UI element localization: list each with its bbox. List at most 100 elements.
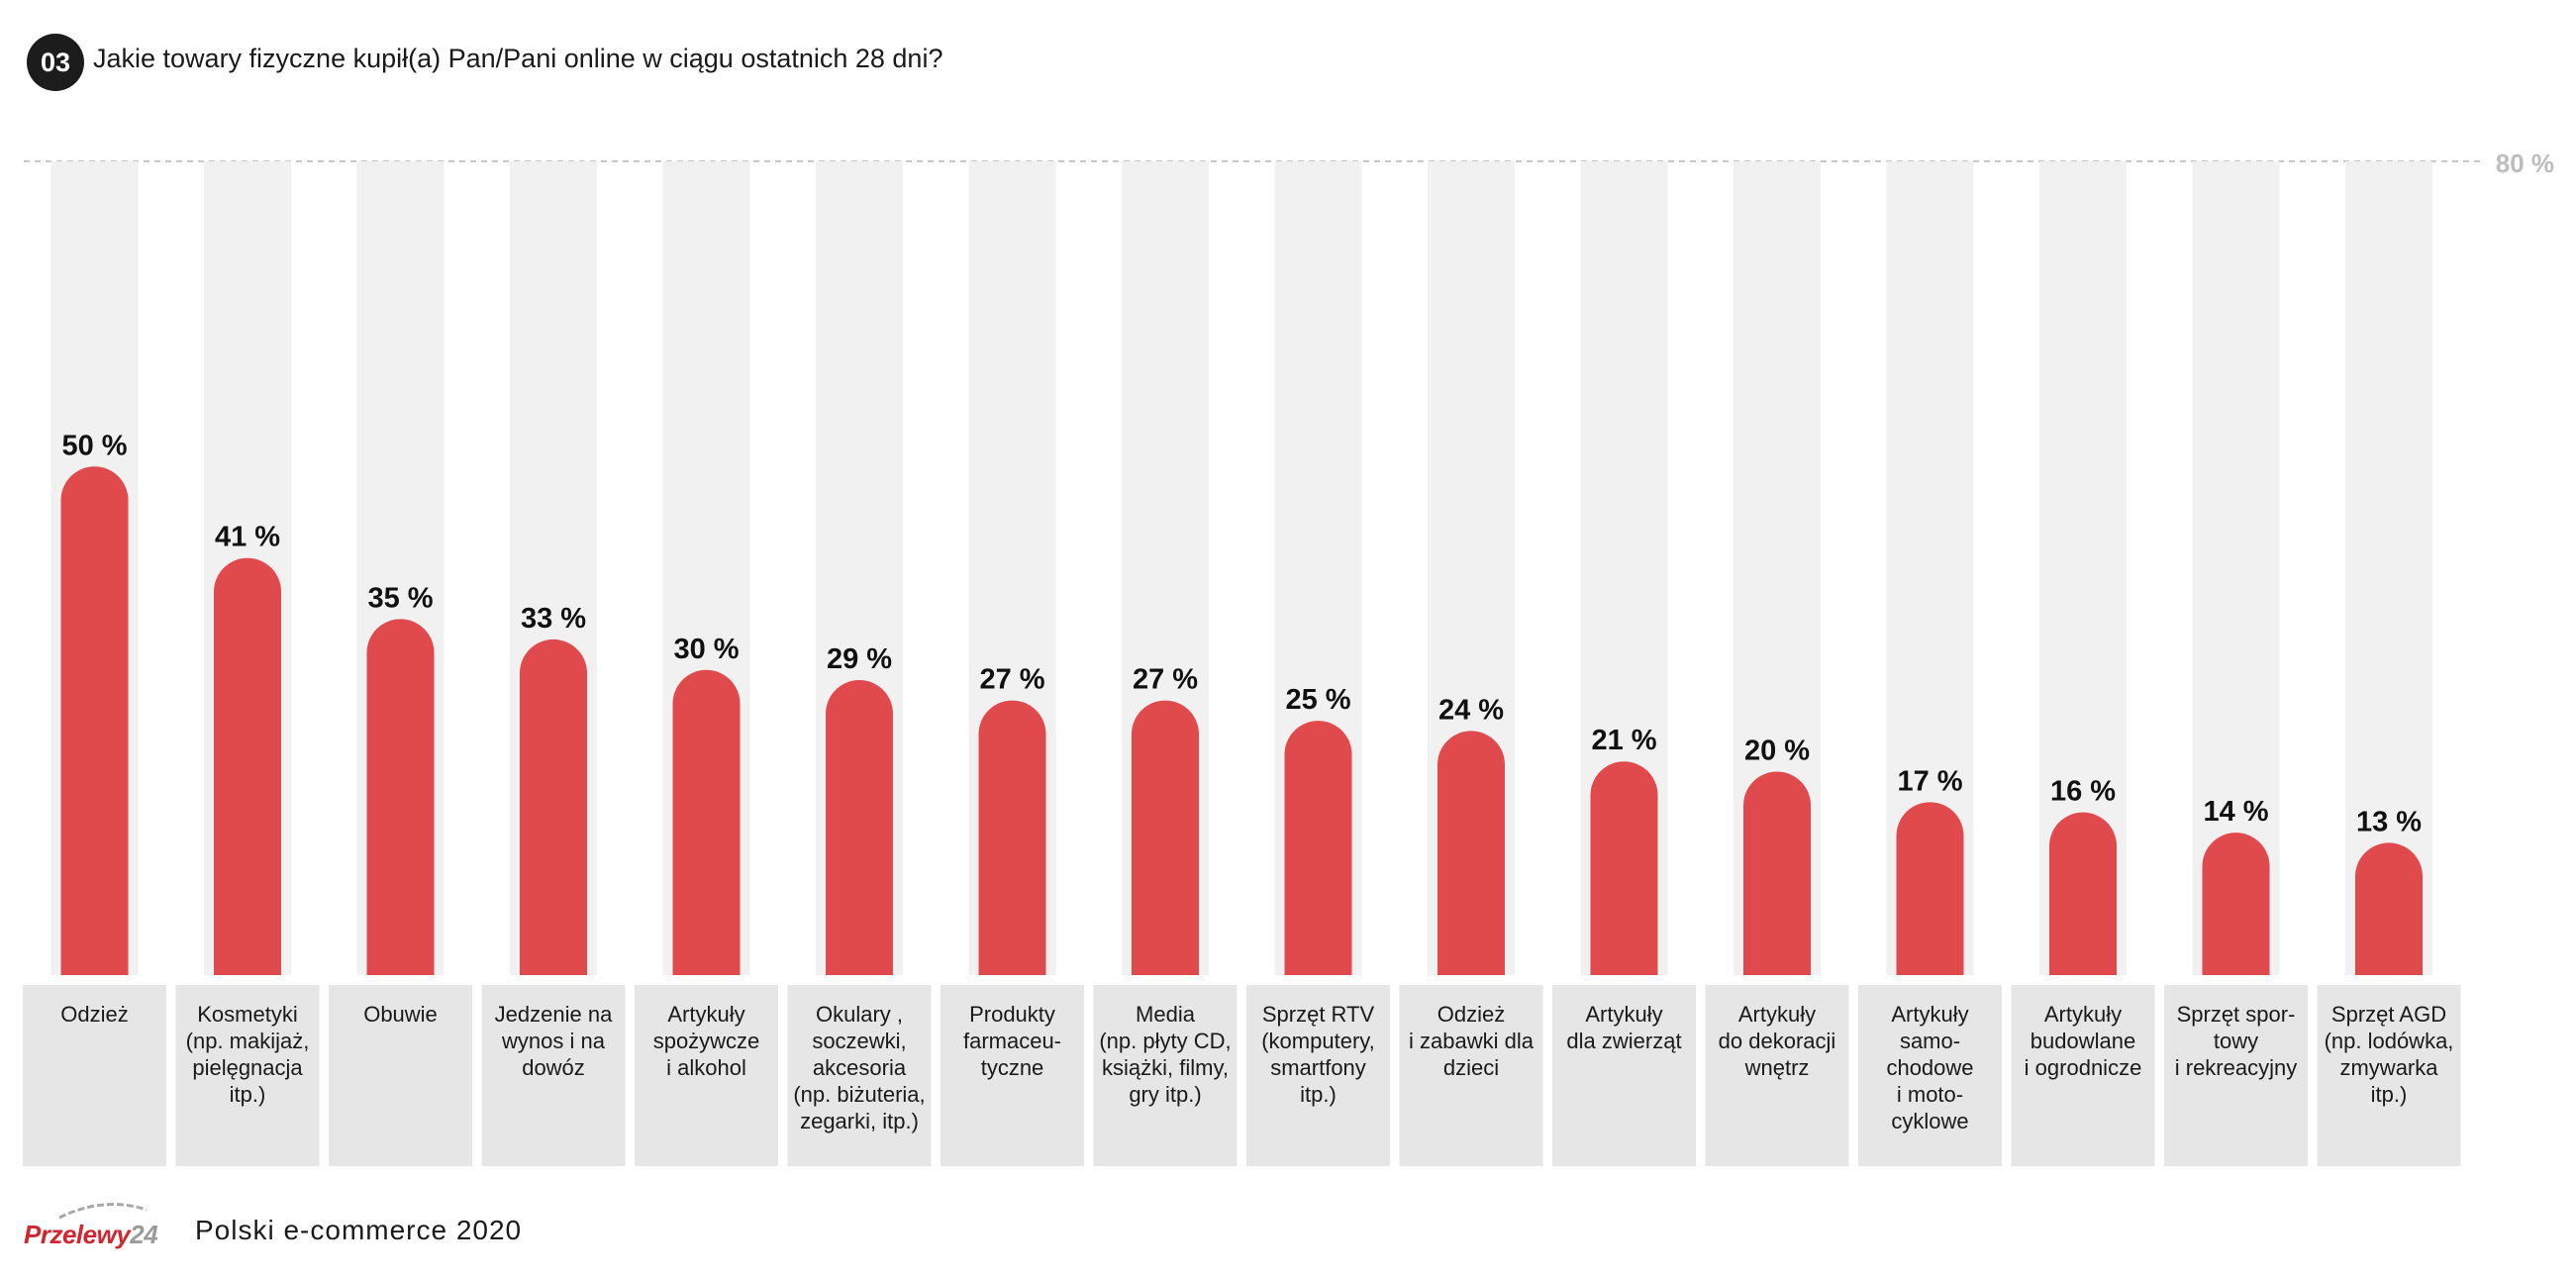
bar <box>60 466 129 975</box>
data-label: 14 % <box>2203 796 2268 828</box>
category-label: dzieci <box>1443 1055 1499 1080</box>
category-label: (np. lodówka, <box>2325 1029 2454 1053</box>
data-label: 33 % <box>521 603 586 635</box>
bar <box>826 680 893 975</box>
category-label-box <box>329 985 472 1166</box>
logo-arc-icon <box>58 1203 148 1220</box>
question-number-badge: 03 <box>27 34 84 91</box>
category-label: Kosmetyki <box>197 1002 297 1027</box>
bar <box>1437 731 1505 975</box>
bar <box>1743 771 1811 975</box>
category-label: Sprzęt RTV <box>1262 1002 1375 1027</box>
category-label: smartfony <box>1270 1055 1366 1080</box>
category-label: farmaceu- <box>963 1029 1061 1053</box>
category-label: spożywcze <box>653 1029 760 1053</box>
category-label: Artykuły <box>1738 1002 1816 1027</box>
category-label: Odzież <box>1437 1002 1505 1027</box>
category-label-box <box>175 985 320 1166</box>
category-label-box <box>1093 985 1238 1166</box>
category-label-box <box>1246 985 1390 1166</box>
data-label: 21 % <box>1591 725 1656 756</box>
category-label: pielęgnacja <box>192 1055 303 1080</box>
bar <box>1896 802 1964 975</box>
category-label: zmywarka <box>2339 1055 2438 1080</box>
category-label-box <box>2164 985 2308 1166</box>
bar <box>978 700 1046 975</box>
category-label-box <box>787 985 932 1166</box>
category-label-box <box>635 985 778 1166</box>
category-label-box <box>1552 985 1696 1166</box>
category-label: Obuwie <box>363 1002 438 1027</box>
category-label: (np. biżuteria, <box>793 1082 925 1107</box>
category-label: samo- <box>1900 1029 1960 1053</box>
category-label: wynos i na <box>501 1029 606 1053</box>
category-label: Artykuły <box>667 1002 744 1027</box>
max-value-label: 80 % <box>2496 148 2554 178</box>
bar <box>1284 721 1352 975</box>
category-label: towy <box>2214 1029 2258 1053</box>
data-label: 27 % <box>1133 664 1198 696</box>
category-label-box <box>481 985 626 1166</box>
data-label: 16 % <box>2050 776 2116 808</box>
page-title: Jakie towary fizyczne kupił(a) Pan/Pani … <box>93 44 943 73</box>
bar <box>2202 833 2270 975</box>
category-label: soczewki, <box>812 1029 906 1053</box>
category-label: (np. płyty CD, <box>1099 1029 1231 1053</box>
publication-title: Polski e-commerce 2020 <box>195 1215 523 1245</box>
category-label: Okulary , <box>816 1002 903 1027</box>
category-label: budowlane <box>2031 1029 2135 1053</box>
bar <box>2355 842 2423 975</box>
category-label-box <box>2317 985 2461 1166</box>
data-label: 13 % <box>2356 806 2422 837</box>
category-label-box <box>1705 985 1849 1166</box>
category-label: Jedzenie na <box>495 1002 613 1027</box>
category-label: itp.) <box>1300 1082 1337 1107</box>
bar <box>214 557 281 975</box>
logo-text-red: Przelewy <box>24 1220 131 1249</box>
category-label-box <box>1399 985 1543 1166</box>
category-label: wnętrz <box>1744 1055 1810 1080</box>
category-label: (komputery, <box>1261 1029 1375 1053</box>
category-label: Media <box>1136 1002 1196 1027</box>
category-label: dowóz <box>522 1055 585 1080</box>
category-label-box <box>2011 985 2155 1166</box>
bar <box>2049 812 2117 975</box>
data-label: 29 % <box>827 643 892 675</box>
category-label: itp.) <box>230 1082 266 1107</box>
category-label: zegarki, itp.) <box>800 1109 919 1133</box>
data-label: 24 % <box>1438 694 1504 726</box>
category-label: i zabawki dla <box>1409 1029 1535 1053</box>
category-label: i ogrodnicze <box>2025 1055 2142 1080</box>
data-label: 17 % <box>1897 765 1962 797</box>
data-label: 50 % <box>61 430 127 461</box>
bar <box>672 669 741 975</box>
przelewy24-logo: Przelewy24 <box>20 1196 158 1255</box>
category-label: Sprzęt spor- <box>2177 1002 2296 1027</box>
category-label: chodowe <box>1886 1055 1973 1080</box>
category-label-box <box>23 985 166 1166</box>
category-label: (np. makijaż, <box>186 1029 310 1053</box>
category-label: i alkohol <box>666 1055 746 1080</box>
data-label: 35 % <box>367 582 433 614</box>
data-label: 20 % <box>1744 736 1810 767</box>
bar <box>1132 700 1199 975</box>
data-label: 30 % <box>673 634 739 665</box>
bar <box>1590 761 1658 975</box>
category-label: Artykuły <box>1585 1002 1662 1027</box>
category-label: Sprzęt AGD <box>2331 1002 2446 1027</box>
category-label: Odzież <box>60 1002 128 1027</box>
category-label: akcesoria <box>813 1055 907 1080</box>
category-label: książki, filmy, <box>1102 1055 1229 1080</box>
data-label: 27 % <box>979 664 1044 696</box>
category-label: i moto- <box>1897 1082 1963 1107</box>
category-label: itp.) <box>2371 1082 2408 1107</box>
data-label: 41 % <box>215 522 280 553</box>
category-label-box <box>1858 985 2002 1166</box>
bar-track <box>2345 161 2432 975</box>
category-label: Artykuły <box>2044 1002 2122 1027</box>
category-label: Artykuły <box>1891 1002 1968 1027</box>
category-label-box <box>941 985 1084 1166</box>
category-label: cyklowe <box>1891 1109 1968 1133</box>
category-label: i rekreacyjny <box>2175 1055 2297 1080</box>
